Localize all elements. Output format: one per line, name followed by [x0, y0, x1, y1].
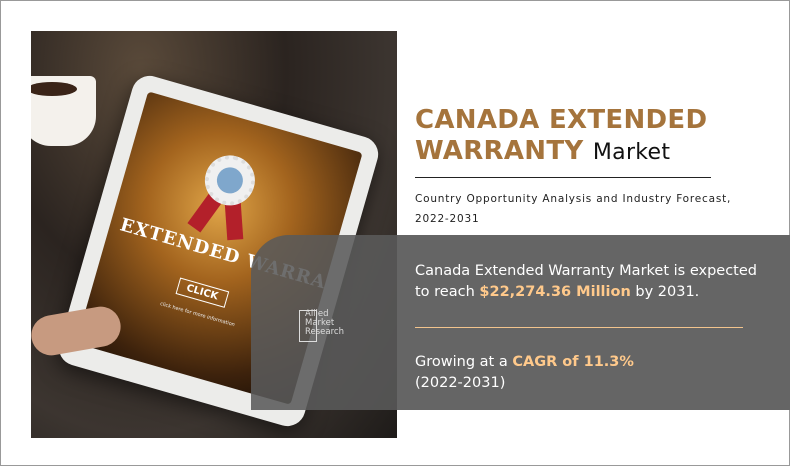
coffee-cup — [31, 76, 96, 146]
screen-click-button: CLICK — [175, 277, 229, 308]
cagr-value: CAGR of 11.3% — [512, 354, 634, 370]
market-value: $22,274.36 Million — [479, 284, 631, 300]
market-size-stat: Canada Extended Warranty Market is expec… — [415, 263, 757, 300]
page-title: CANADA EXTENDED WARRANTY Market — [415, 105, 708, 166]
cagr-stat: Growing at a CAGR of 11.3% (2022-2031) — [415, 354, 634, 391]
logo-icon — [299, 310, 317, 342]
stats-panel — [397, 235, 790, 410]
hero-photo: EXTENDED WARRANTY CLICK click here for m… — [31, 31, 397, 438]
divider — [415, 177, 711, 178]
subtitle: Country Opportunity Analysis and Industr… — [415, 193, 732, 225]
divider — [415, 327, 743, 328]
allied-market-research-logo: Allied Market Research — [299, 310, 344, 342]
